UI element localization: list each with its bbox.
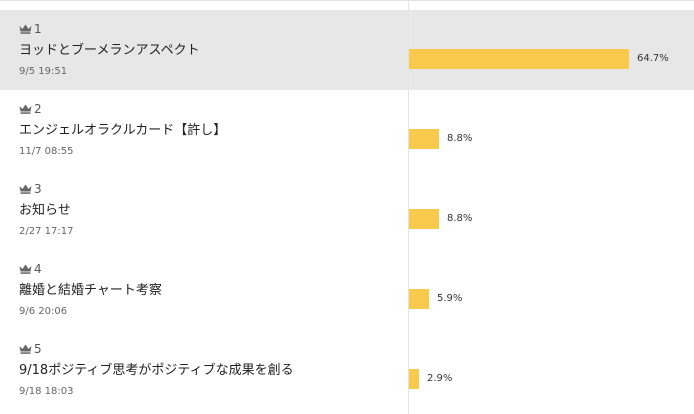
rank-label: 5	[19, 341, 42, 357]
crown-icon	[19, 104, 32, 114]
rank-number: 2	[34, 102, 42, 116]
ranking-row[interactable]: 3 お知らせ 2/27 17:17 8.8%	[0, 170, 694, 250]
article-date: 9/6 20:06	[19, 306, 68, 317]
ranking-row[interactable]: 5 9/18ポジティブ思考がポジティブな成果を創る 9/18 18:03 2.9…	[0, 330, 694, 410]
rank-number: 4	[34, 262, 42, 276]
ranking-row[interactable]: 4 離婚と結婚チャート考察 9/6 20:06 5.9%	[0, 250, 694, 330]
article-title[interactable]: お知らせ	[19, 203, 71, 218]
crown-icon	[19, 264, 32, 274]
article-date: 9/18 18:03	[19, 386, 74, 397]
share-bar	[409, 209, 439, 229]
share-bar	[409, 129, 439, 149]
article-title[interactable]: ヨッドとブーメランアスペクト	[19, 43, 200, 58]
rank-number: 5	[34, 342, 42, 356]
ranking-row[interactable]: 2 エンジェルオラクルカード【許し】 11/7 08:55 8.8%	[0, 90, 694, 170]
article-title[interactable]: 離婚と結婚チャート考察	[19, 283, 162, 298]
rank-label: 3	[19, 181, 42, 197]
rank-number: 3	[34, 182, 42, 196]
share-bar	[409, 289, 429, 309]
crown-icon	[19, 344, 32, 354]
column-divider	[408, 0, 409, 414]
article-date: 11/7 08:55	[19, 146, 74, 157]
rank-label: 1	[19, 21, 42, 37]
share-percent: 5.9%	[437, 293, 463, 304]
share-percent: 8.8%	[447, 213, 473, 224]
rank-number: 1	[34, 22, 42, 36]
article-date: 2/27 17:17	[19, 226, 74, 237]
share-bar	[409, 369, 419, 389]
share-percent: 2.9%	[427, 373, 453, 384]
rank-label: 2	[19, 101, 42, 117]
share-percent: 8.8%	[447, 133, 473, 144]
rank-label: 4	[19, 261, 42, 277]
article-title[interactable]: 9/18ポジティブ思考がポジティブな成果を創る	[19, 363, 294, 378]
top-divider	[0, 0, 694, 1]
share-percent: 64.7%	[637, 53, 669, 64]
share-bar	[409, 49, 629, 69]
crown-icon	[19, 184, 32, 194]
article-date: 9/5 19:51	[19, 66, 68, 77]
crown-icon	[19, 24, 32, 34]
ranking-row[interactable]: 1 ヨッドとブーメランアスペクト 9/5 19:51 64.7%	[0, 10, 694, 90]
article-title[interactable]: エンジェルオラクルカード【許し】	[19, 123, 227, 138]
